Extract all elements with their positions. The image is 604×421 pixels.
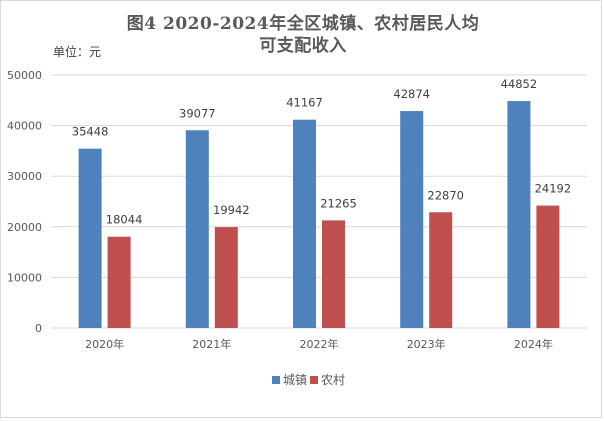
y-tick-label: 0 [35,322,42,335]
y-tick-label: 30000 [7,170,42,183]
data-label: 18044 [106,213,143,227]
y-tick-label: 10000 [7,271,42,284]
x-tick-label: 2022年 [300,337,339,351]
bar-rural [536,205,560,328]
chart-title-line2: 可支配收入 [259,36,347,56]
chart-title-line1: 图4 2020-2024年全区城镇、农村居民人均 [126,14,480,34]
y-tick-label: 50000 [7,69,42,82]
bar-rural [322,220,345,328]
bar-urban [185,130,209,328]
data-label: 42874 [393,87,430,101]
bar-urban [293,119,316,328]
bar-urban [507,101,531,328]
bar-rural [107,236,131,328]
data-label: 39077 [179,106,216,120]
data-label: 22870 [427,188,464,202]
data-label: 24192 [535,182,572,196]
y-tick-label: 20000 [7,221,42,234]
y-tick-label: 40000 [7,120,42,133]
data-label: 35448 [72,125,109,139]
x-tick-label: 2021年 [192,337,231,351]
x-tick-label: 2023年 [407,337,446,351]
data-label: 44852 [501,77,538,91]
x-tick-label: 2024年 [514,337,553,351]
bar-rural [429,212,453,328]
bar-urban [78,148,102,328]
bar-urban [400,111,424,329]
legend-label-urban: 城镇 [283,373,307,387]
unit-label: 单位：元 [53,45,102,59]
data-label: 21265 [320,196,357,210]
data-label: 41167 [286,96,323,110]
legend-label-rural: 农村 [321,373,345,387]
legend-swatch-rural [310,376,318,384]
bar-rural [214,227,238,328]
x-tick-label: 2020年 [85,337,124,351]
data-label: 19942 [213,203,250,217]
legend-swatch-urban [272,376,280,384]
